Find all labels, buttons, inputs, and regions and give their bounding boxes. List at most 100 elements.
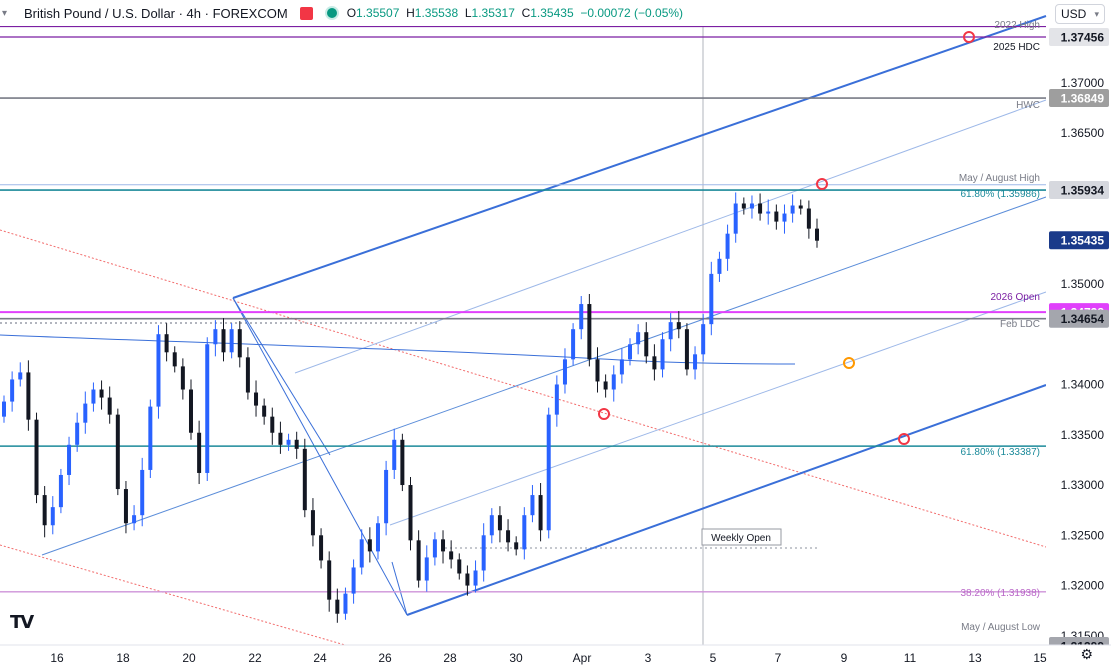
label-may-august-low: May / August Low	[961, 622, 1041, 633]
candle-body	[733, 203, 738, 234]
candle-body	[2, 401, 6, 417]
candle-body	[58, 474, 63, 508]
ohlc-readout: O1.35507 H1.35538 L1.35317 C1.35435 −0.0…	[346, 6, 684, 20]
candle-body	[115, 414, 120, 490]
candle-body	[644, 332, 649, 357]
candle-body	[392, 439, 397, 470]
candle-body	[343, 593, 348, 614]
candle-body	[18, 372, 23, 380]
chevron-down-icon: ▾	[1094, 8, 1099, 19]
candle-body	[806, 208, 811, 229]
label-2022-high: 2022 High	[994, 20, 1040, 31]
candle-body	[473, 570, 478, 586]
candle-body	[546, 414, 551, 531]
candle-body	[294, 439, 299, 449]
label-may-august-high: May / August High	[959, 173, 1040, 184]
time-axis-tick: 26	[378, 651, 392, 665]
candle-body	[107, 397, 112, 415]
weekly-open-label: Weekly Open	[711, 533, 771, 544]
candle-body	[140, 469, 145, 516]
candle-body	[278, 432, 283, 445]
time-axis-tick: 16	[50, 651, 64, 665]
candle-body	[684, 329, 689, 370]
time-axis-tick: 5	[710, 651, 717, 665]
candle-body	[164, 334, 169, 353]
price-badge-feb-ldc-bg	[1049, 309, 1109, 328]
weekly-open-box	[701, 528, 782, 546]
candle-body	[180, 366, 185, 390]
descending-line	[232, 297, 408, 616]
candle-body	[668, 322, 673, 340]
candle-body	[99, 389, 104, 398]
candle-body	[554, 384, 559, 415]
collapse-chevron-icon[interactable]: ▾	[2, 7, 8, 19]
candle-body	[10, 379, 15, 402]
price-axis-tick: 1.36500	[1061, 126, 1105, 140]
candle-body	[367, 539, 372, 552]
candle-body	[587, 304, 592, 360]
candle-body	[384, 469, 389, 524]
candle-body	[441, 539, 446, 552]
candle-body	[489, 515, 494, 536]
candle-body	[91, 389, 96, 404]
candle-body	[530, 495, 535, 516]
price-badge-current-bg	[1049, 231, 1109, 250]
candle-body	[424, 557, 429, 581]
candle-body	[457, 559, 462, 574]
candle-body	[148, 406, 153, 470]
candle-body	[628, 344, 633, 360]
candle-body	[359, 539, 364, 568]
candle-body	[42, 495, 47, 526]
candle-body	[83, 403, 88, 423]
candle-body	[701, 324, 706, 355]
candle-body	[302, 448, 307, 511]
candle-body	[188, 389, 193, 433]
candle-body	[75, 422, 80, 445]
label-2026-open: 2026 Open	[991, 292, 1041, 303]
marker-circle-breakout	[598, 408, 610, 420]
price-axis-tick: 1.32500	[1061, 528, 1105, 542]
symbol-title[interactable]: British Pound / U.S. Dollar · 4h · FOREX…	[24, 5, 288, 21]
candle-body	[213, 329, 218, 345]
candle-body	[375, 523, 380, 552]
candle-body	[327, 560, 332, 600]
descending-line-2	[232, 297, 331, 456]
price-badge-2025-hdc-bg	[1049, 28, 1109, 46]
candle-body	[123, 489, 128, 524]
candle-body	[465, 573, 470, 586]
candle-body	[741, 203, 746, 209]
price-badge-feb-ldc: 1.34654	[1061, 312, 1105, 326]
gear-icon[interactable]: ⚙	[1080, 646, 1093, 662]
candle-body	[262, 405, 267, 417]
time-axis-tick: 7	[775, 651, 782, 665]
candle-body	[351, 567, 356, 594]
descending-line-3	[391, 561, 408, 616]
price-badge-hwc-bg	[1049, 89, 1109, 108]
time-axis-tick: 22	[248, 651, 262, 665]
candle-body	[758, 203, 763, 214]
candle-body	[400, 439, 405, 486]
currency-selector[interactable]: USD ▾	[1055, 4, 1105, 24]
candle-body	[603, 381, 608, 390]
candle-body	[538, 495, 543, 531]
channel-lower-line	[406, 384, 1047, 616]
time-axis-tick: 3	[645, 651, 652, 665]
marker-circle-2025-hdc	[963, 31, 975, 43]
label-fib-618-lower: 61.80% (1.33387)	[960, 447, 1040, 458]
candle-body	[562, 359, 567, 385]
candle-body	[815, 228, 819, 241]
time-axis-tick: 15	[1033, 651, 1047, 665]
label-fib-618-upper: 61.80% (1.35986)	[960, 189, 1040, 200]
time-axis-tick: 30	[509, 651, 523, 665]
candle-body	[172, 352, 177, 367]
time-axis-background	[0, 645, 1111, 666]
label-2025-hdc: 2025 HDC	[993, 42, 1040, 53]
candle-body	[660, 339, 665, 370]
price-axis-tick: 1.33500	[1061, 428, 1105, 442]
channel-lower-inner	[389, 291, 1047, 526]
candle-body	[67, 444, 72, 475]
candle-body	[26, 372, 31, 420]
currency-label: USD	[1061, 7, 1087, 21]
